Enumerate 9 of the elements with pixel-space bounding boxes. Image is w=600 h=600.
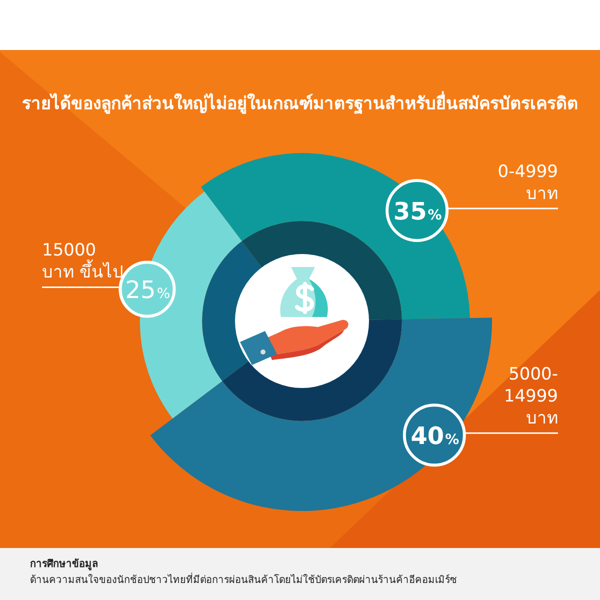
- text: ด้านความสนใจของนักช้อปชาวไทยที่มีต่อการผ่อนสินค้าโดยไม่ใช้บัตรเครดิตผ่านร้านค้าอีคอมเมิร์ซ: [30, 573, 458, 588]
- data-label: 35%: [393, 197, 442, 226]
- chart-title: รายได้ของลูกค้าส่วนใหญ่ไม่อยู่ในเกณฑ์มาตรฐานสำหรับยื่นสมัครบัตรเครดิต: [21, 92, 579, 116]
- data-label: 25%: [125, 276, 170, 304]
- data-label: 40%: [410, 422, 460, 450]
- slice-label: 0-4999 บาท: [498, 162, 558, 204]
- text: การศึกษาข้อมูล: [30, 557, 99, 572]
- slice-label: 5000-14999 บาท: [504, 364, 558, 429]
- slice-label: 15000 บาท ขึ้นไป: [42, 240, 124, 283]
